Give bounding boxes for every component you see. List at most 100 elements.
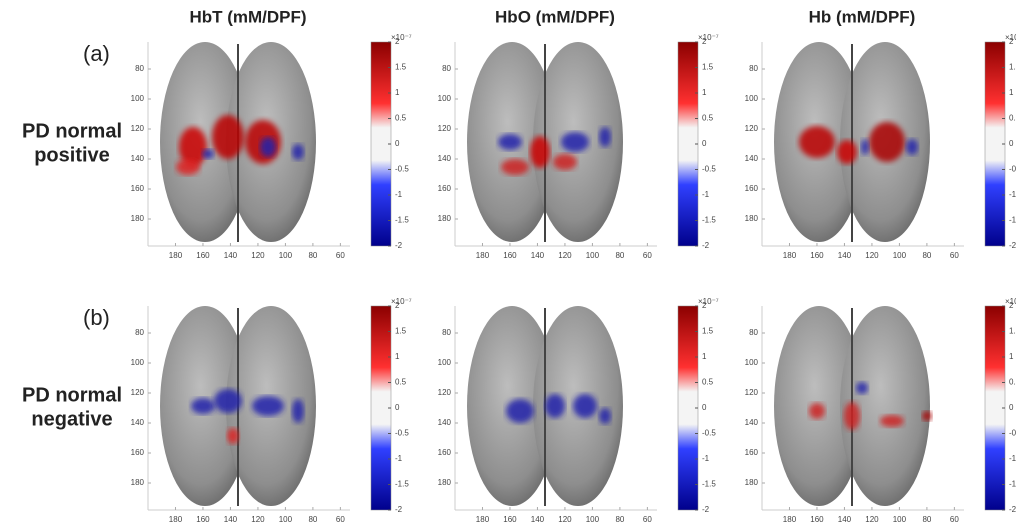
colorbar-tick-label: 0.5 (702, 114, 714, 123)
y-tick-label: 120 (438, 124, 452, 133)
colorbar-tick-label: 1.5 (1009, 327, 1016, 336)
colorbar-tick-label: 0.5 (395, 114, 407, 123)
x-tick-label: 160 (503, 251, 517, 260)
y-tick-label: 140 (438, 418, 452, 427)
activation (214, 389, 242, 413)
colorbar-tick-label: -0.5 (1009, 165, 1016, 174)
y-tick-label: 160 (131, 448, 145, 457)
colorbar: ×10⁻⁷2 1.5 1 0.5 0 -0.5 -1 -1.5 -2 (370, 297, 412, 514)
colorbar-tick-label: 0 (395, 403, 400, 412)
x-tick-label: 80 (615, 251, 624, 260)
x-tick-label: 140 (224, 251, 238, 260)
y-tick-label: 180 (438, 214, 452, 223)
colorbar-tick-label: 0.5 (1009, 114, 1016, 123)
y-tick-label: 80 (442, 328, 451, 337)
x-tick-label: 100 (893, 251, 907, 260)
colorbar-tick-label: 2 (395, 301, 400, 310)
activation (869, 122, 905, 162)
y-tick-label: 80 (749, 64, 758, 73)
x-tick-label: 140 (531, 251, 545, 260)
activation (252, 396, 284, 416)
y-tick-label: 100 (131, 358, 145, 367)
x-tick-label: 120 (251, 251, 265, 260)
colorbar-tick-label: 0 (1009, 403, 1014, 412)
x-tick-label: 80 (615, 515, 624, 524)
colorbar-tick-label: -1.5 (1009, 216, 1016, 225)
colorbar-exponent: ×10⁻⁷ (1005, 33, 1016, 42)
activation (561, 132, 589, 152)
y-tick-label: 180 (438, 478, 452, 487)
colorbar-tick-label: 0 (395, 139, 400, 148)
x-tick-label: 180 (783, 251, 797, 260)
colorbar-exponent: ×10⁻⁷ (391, 297, 412, 306)
activation (530, 136, 550, 168)
activation (506, 399, 534, 423)
activation (545, 394, 565, 418)
colorbar-tick-label: 1.5 (395, 63, 407, 72)
colorbar-tick-label: -0.5 (395, 429, 409, 438)
x-tick-label: 160 (810, 251, 824, 260)
colorbar: ×10⁻⁷2 1.5 1 0.5 0 -0.5 -1 -1.5 -2 (370, 33, 412, 250)
y-tick-label: 180 (745, 478, 759, 487)
y-tick-label: 100 (745, 358, 759, 367)
activation (906, 139, 918, 155)
y-tick-label: 100 (131, 94, 145, 103)
hemisphere (840, 306, 930, 506)
y-tick-label: 80 (749, 328, 758, 337)
x-tick-label: 160 (196, 251, 210, 260)
colorbar-tick-label: -1 (395, 190, 403, 199)
colorbar-tick-label: -2 (395, 505, 403, 514)
activation (599, 127, 611, 147)
activation (498, 134, 522, 150)
colorbar: ×10⁻⁷2 1.5 1 0.5 0 -0.5 -1 -1.5 -2 (677, 297, 719, 514)
x-tick-label: 120 (865, 515, 879, 524)
colorbar-tick-label: 1.5 (1009, 63, 1016, 72)
x-tick-label: 60 (336, 515, 345, 524)
activation (176, 159, 200, 175)
y-tick-label: 80 (135, 64, 144, 73)
x-tick-label: 100 (279, 251, 293, 260)
colorbar-tick-label: -1 (702, 454, 710, 463)
colorbar-tick-label: 2 (1009, 301, 1014, 310)
colorbar-tick-label: 1 (702, 352, 707, 361)
y-tick-label: 140 (131, 154, 145, 163)
panel: 801001201401601801801601401201008060×10⁻… (745, 297, 1016, 524)
colorbar-exponent: ×10⁻⁷ (698, 297, 719, 306)
colorbar-tick-label: -1.5 (395, 480, 409, 489)
colorbar-exponent: ×10⁻⁷ (698, 33, 719, 42)
x-tick-label: 160 (196, 515, 210, 524)
x-tick-label: 140 (224, 515, 238, 524)
column-title: HbO (mM/DPF) (495, 7, 615, 26)
y-tick-label: 180 (131, 478, 145, 487)
y-tick-label: 160 (438, 184, 452, 193)
activation (599, 408, 611, 424)
y-tick-label: 160 (438, 448, 452, 457)
colorbar-tick-label: -0.5 (702, 165, 716, 174)
colorbar-tick-label: -1 (1009, 190, 1016, 199)
y-tick-label: 140 (745, 418, 759, 427)
x-tick-label: 120 (558, 251, 572, 260)
colorbar-tick-label: -2 (395, 241, 403, 250)
colorbar-tick-label: 0.5 (395, 378, 407, 387)
activation (856, 382, 868, 394)
colorbar-tick-label: 1 (395, 352, 400, 361)
y-tick-label: 80 (135, 328, 144, 337)
activation (880, 415, 904, 427)
x-tick-label: 180 (783, 515, 797, 524)
panel-label: (a) (83, 41, 110, 66)
activation (922, 411, 932, 421)
activation (292, 144, 304, 160)
x-tick-label: 80 (308, 515, 317, 524)
x-tick-label: 140 (838, 251, 852, 260)
colorbar-tick-label: 1 (702, 88, 707, 97)
colorbar-tick-label: -1.5 (702, 480, 716, 489)
activation (573, 394, 597, 418)
x-tick-label: 100 (279, 515, 293, 524)
colorbar-tick-label: -2 (702, 505, 710, 514)
colorbar-tick-label: -1 (395, 454, 403, 463)
activation (212, 115, 244, 159)
colorbar-tick-label: 1.5 (702, 327, 714, 336)
colorbar-tick-label: 1 (1009, 352, 1014, 361)
